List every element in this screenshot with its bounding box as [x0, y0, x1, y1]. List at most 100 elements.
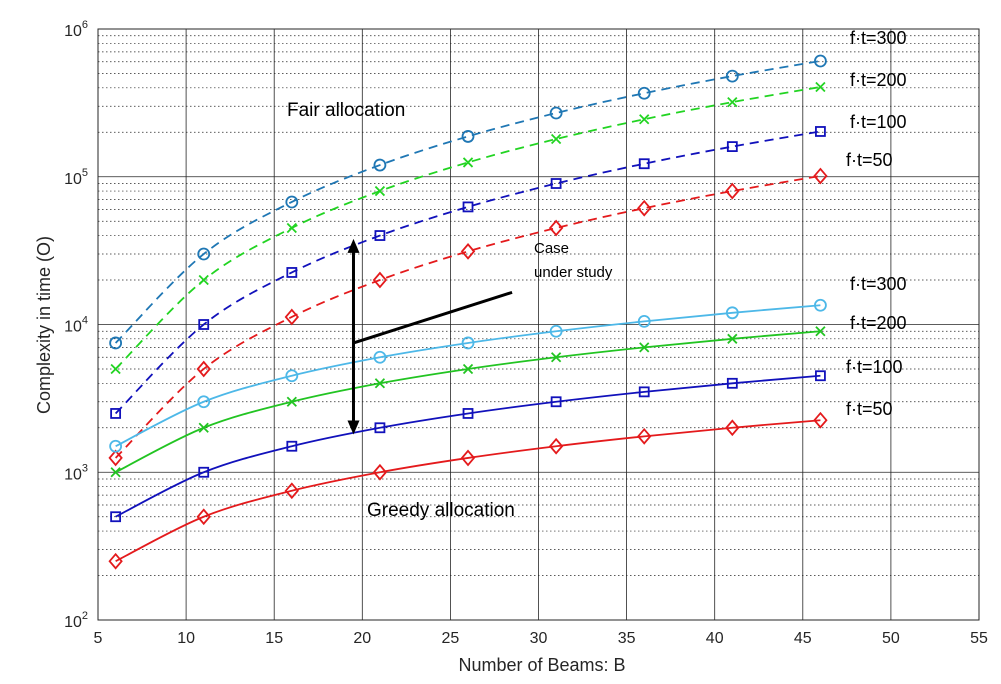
- x-tick-label: 45: [794, 630, 812, 647]
- series-layer: f·t=300 f·t=200 f·t=100 f·t=50 f·t=300 f·t=20…: [108, 28, 907, 570]
- data-point-marker: [550, 396, 562, 408]
- data-point-marker: [462, 363, 474, 375]
- fair-allocation-annotation: Fair allocation: [287, 100, 405, 121]
- x-tick-label: 50: [882, 630, 900, 647]
- data-point-marker: [373, 350, 387, 364]
- series-label: f·t=300: [850, 274, 907, 294]
- data-point-marker: [725, 69, 739, 83]
- case-arrow-head-down: [347, 420, 360, 435]
- data-point-marker: [110, 363, 121, 375]
- data-point-marker: [639, 114, 650, 125]
- data-point-marker: [462, 157, 474, 168]
- data-point-marker: [815, 126, 826, 137]
- x-tick-label: 40: [706, 630, 724, 647]
- data-point-marker: [197, 395, 211, 409]
- data-point-marker: [110, 408, 122, 419]
- data-point-marker: [549, 324, 563, 338]
- plot-frame: [97, 28, 980, 621]
- data-point-marker: [286, 222, 297, 234]
- y-tick-label: 103: [64, 462, 88, 483]
- data-point-marker: [198, 422, 209, 433]
- case-under-study-line2: under study: [534, 264, 613, 281]
- series-label: f·t=100: [850, 112, 907, 132]
- data-point-marker: [637, 86, 651, 100]
- data-point-marker: [462, 408, 474, 419]
- data-point-marker: [109, 336, 123, 350]
- tick-layer: 5 10 15 20 25 30 35 40 45 50 55 102 103 104 105 106: [64, 19, 988, 647]
- data-point-marker: [286, 396, 297, 407]
- data-point-marker: [725, 182, 740, 200]
- y-tick-label: 106: [64, 19, 88, 40]
- y-tick-label: 102: [64, 610, 88, 631]
- data-point-marker: [197, 247, 211, 261]
- y-axis-title: Complexity in time (O): [34, 236, 54, 414]
- data-point-marker: [548, 219, 564, 237]
- data-point-marker: [814, 54, 827, 68]
- data-point-marker: [639, 342, 650, 353]
- series-greedy-3: [108, 411, 828, 570]
- data-point-marker: [460, 243, 476, 260]
- data-point-marker: [637, 199, 652, 217]
- series-line: [115, 419, 821, 563]
- x-tick-label: 15: [265, 630, 283, 647]
- data-point-marker: [550, 352, 562, 363]
- data-point-marker: [814, 298, 827, 312]
- series-line: [115, 374, 821, 518]
- data-point-marker: [638, 158, 650, 170]
- x-tick-label: 25: [442, 630, 460, 647]
- data-point-marker: [198, 274, 209, 286]
- data-point-marker: [198, 466, 210, 478]
- data-point-marker: [109, 439, 123, 453]
- data-point-marker: [462, 201, 474, 213]
- data-point-marker: [110, 511, 122, 523]
- data-point-marker: [460, 449, 476, 467]
- data-point-marker: [813, 411, 828, 429]
- x-tick-label: 30: [530, 630, 548, 647]
- data-point-marker: [637, 427, 652, 445]
- series-fair-3: [108, 167, 828, 467]
- data-point-marker: [198, 319, 210, 330]
- data-point-marker: [725, 419, 740, 437]
- data-point-marker: [725, 306, 739, 320]
- data-point-marker: [372, 463, 388, 481]
- series-line: [114, 86, 821, 370]
- data-point-marker: [285, 195, 299, 209]
- series-label: f·t=50: [846, 399, 893, 419]
- series-label: f·t=200: [850, 313, 907, 333]
- series-line: [115, 304, 821, 448]
- data-point-marker: [374, 378, 386, 389]
- data-point-marker: [815, 326, 826, 337]
- case-pointer-line: [353, 290, 513, 345]
- data-point-marker: [549, 106, 563, 120]
- data-point-marker: [727, 96, 738, 108]
- data-point-marker: [374, 422, 386, 434]
- data-point-marker: [374, 185, 386, 197]
- x-tick-label: 55: [970, 630, 988, 647]
- data-point-marker: [110, 467, 121, 478]
- data-point-marker: [286, 440, 298, 452]
- x-tick-label: 20: [353, 630, 371, 647]
- series-label: f·t=300: [850, 28, 907, 48]
- x-tick-label: 10: [177, 630, 195, 647]
- y-tick-label: 104: [64, 315, 88, 336]
- data-point-marker: [374, 230, 386, 241]
- data-point-marker: [815, 370, 826, 382]
- data-point-marker: [196, 508, 211, 526]
- data-point-marker: [108, 449, 123, 467]
- x-tick-label: 35: [618, 630, 636, 647]
- series-label: f·t=200: [850, 70, 907, 90]
- y-tick-label: 105: [64, 167, 88, 188]
- x-axis-title: Number of Beams: B: [458, 655, 625, 675]
- data-point-marker: [638, 386, 650, 398]
- data-point-marker: [285, 369, 299, 383]
- series-label: f·t=50: [846, 150, 893, 170]
- data-point-marker: [727, 333, 738, 344]
- data-point-marker: [637, 314, 651, 328]
- series-fair-1: [110, 81, 826, 375]
- data-point-marker: [461, 336, 475, 350]
- case-under-study-line1: Case: [534, 240, 569, 257]
- series-label: f·t=100: [846, 357, 903, 377]
- data-point-marker: [284, 482, 300, 500]
